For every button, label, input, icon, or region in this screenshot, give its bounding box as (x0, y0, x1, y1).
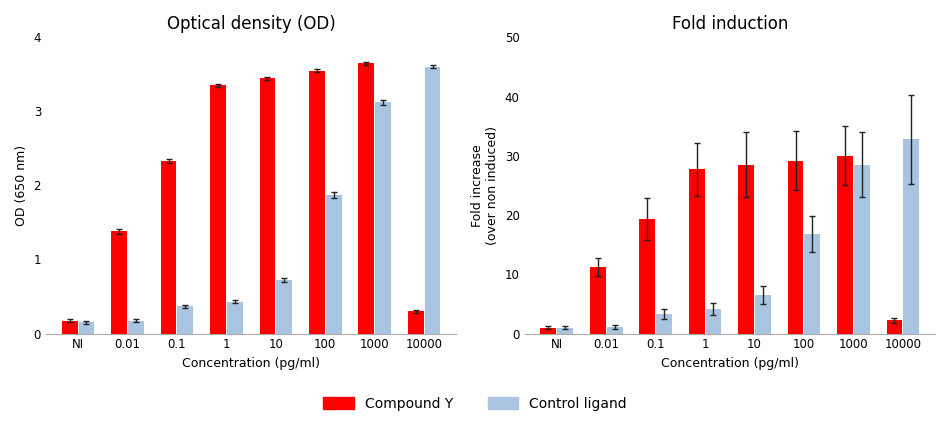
Bar (210, 85, 226, 333)
Bar (178, 306, 193, 333)
Bar (111, 231, 127, 333)
Bar (607, 327, 622, 333)
Bar (639, 219, 655, 333)
Bar (788, 161, 804, 333)
Bar (854, 165, 870, 333)
Title: Fold induction: Fold induction (672, 15, 788, 33)
Bar (375, 102, 391, 333)
Bar (259, 78, 276, 333)
Bar (227, 302, 242, 333)
Bar (408, 311, 424, 333)
Bar (276, 280, 293, 333)
Bar (689, 170, 705, 333)
Y-axis label: OD (650 nm): OD (650 nm) (15, 145, 28, 226)
Bar (738, 165, 754, 333)
X-axis label: Concentration (pg/ml): Concentration (pg/ml) (182, 357, 320, 370)
Title: Optical density (OD): Optical density (OD) (167, 15, 335, 33)
Bar (755, 295, 770, 333)
Bar (358, 63, 374, 333)
Bar (425, 67, 441, 333)
Bar (541, 327, 557, 333)
Bar (309, 71, 325, 333)
Bar (558, 327, 573, 333)
Bar (706, 309, 721, 333)
Bar (326, 195, 342, 333)
Bar (161, 161, 177, 333)
Bar (590, 267, 606, 333)
X-axis label: Concentration (pg/ml): Concentration (pg/ml) (661, 357, 799, 370)
Bar (128, 321, 143, 333)
Legend: Compound Y, Control ligand: Compound Y, Control ligand (317, 391, 633, 416)
Bar (837, 156, 853, 333)
Y-axis label: Fold increase
(over non induced): Fold increase (over non induced) (471, 126, 500, 245)
Bar (886, 321, 902, 333)
Bar (805, 234, 820, 333)
Bar (656, 314, 672, 333)
Bar (79, 322, 94, 333)
Bar (903, 139, 920, 333)
Bar (62, 321, 78, 333)
